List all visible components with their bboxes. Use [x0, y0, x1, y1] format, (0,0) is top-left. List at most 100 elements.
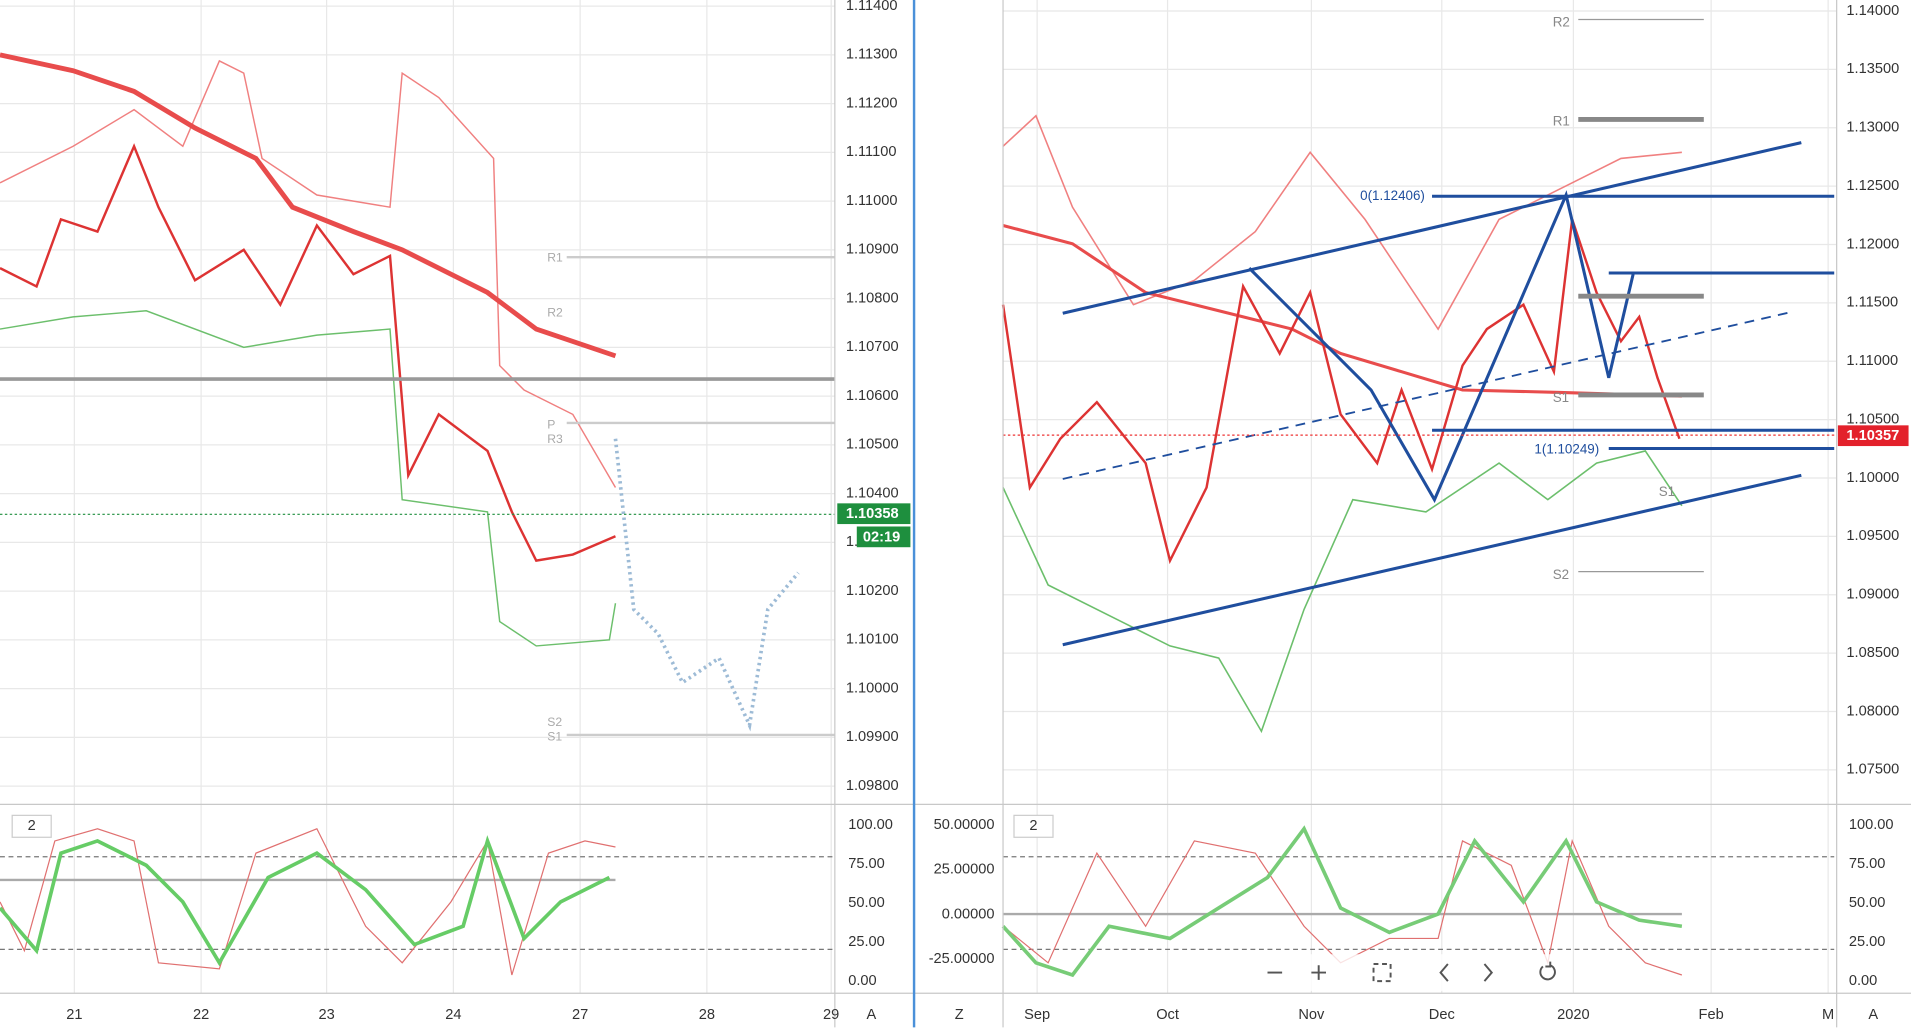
price-tick-label: 1.11000 — [1846, 353, 1898, 369]
time-tick-label: 23 — [318, 1007, 334, 1023]
osc-left-tick-label: 0.00000 — [942, 906, 995, 922]
pivot-label: S2 — [1553, 567, 1569, 582]
time-tick-label: M — [1822, 1007, 1834, 1023]
scroll-left[interactable] — [1439, 963, 1449, 982]
fib-label: 0(1.12406) — [1360, 188, 1425, 203]
price-tick-label: 1.09900 — [846, 729, 899, 745]
scroll-right[interactable] — [1483, 963, 1494, 982]
countdown-badge — [856, 526, 911, 548]
axis-corner: A — [867, 1007, 877, 1023]
pivot-label: S1 — [1659, 484, 1675, 499]
current-price: 1.10357 — [1846, 428, 1899, 444]
osc-tick-label: 25.00 — [848, 934, 885, 950]
price-tick-label: 1.07500 — [1846, 762, 1899, 778]
projection — [613, 438, 800, 732]
osc-legend: 2 — [1029, 818, 1037, 834]
price-tick-label: 1.09800 — [846, 778, 899, 794]
right-indicators — [1001, 18, 1835, 734]
price-tick-label: 1.12000 — [1846, 236, 1899, 252]
price-tick-label: 1.10800 — [846, 290, 899, 306]
osc-left-tick-label: 50.00000 — [934, 817, 995, 833]
osc-tick-label: 75.00 — [848, 856, 885, 872]
pivot-label: R2 — [547, 305, 563, 319]
oscillators — [0, 825, 1835, 978]
price-tick-label: 1.11400 — [846, 0, 898, 14]
pivot-label: R1 — [1553, 113, 1570, 128]
osc-tick-label: 0.00 — [848, 973, 876, 989]
price-tick-label: 1.08000 — [1846, 703, 1899, 719]
price-tick-label: 1.10000 — [1846, 470, 1899, 486]
reset-chart[interactable] — [1539, 961, 1556, 981]
time-tick-label: 22 — [193, 1007, 209, 1023]
price-tick-label: 1.11100 — [846, 144, 897, 160]
pattern-line — [1248, 190, 1635, 504]
axis-corner: Z — [955, 1007, 964, 1023]
price-tick-label: 1.13500 — [1846, 61, 1899, 77]
price-tick-label: 1.10500 — [846, 437, 899, 453]
price-tick-label: 1.11500 — [1846, 295, 1898, 311]
countdown: 02:19 — [863, 529, 900, 545]
price-line — [0, 143, 616, 562]
pivot-label: R3 — [547, 432, 563, 446]
price-badge — [837, 503, 911, 525]
moving-average — [1002, 223, 1682, 398]
price-tick-label: 1.11200 — [846, 95, 898, 111]
osc-signal — [1002, 838, 1683, 976]
pivot-label: R1 — [547, 251, 563, 265]
pivot-label: S1 — [1553, 390, 1569, 405]
legend-box — [1013, 814, 1054, 838]
price-tick-label: 1.10900 — [846, 242, 899, 258]
price-tick-label: 1.10400 — [846, 485, 899, 501]
osc-tick-label: 100.00 — [848, 817, 893, 833]
price-tick-label: 1.10000 — [846, 680, 899, 696]
reset-zoom[interactable] — [1372, 963, 1392, 983]
osc-tick-label: 0.00 — [1849, 973, 1877, 989]
time-tick-label: 28 — [699, 1007, 715, 1023]
price-tick-label: 1.10200 — [846, 583, 899, 599]
pivot-label: R2 — [1553, 15, 1570, 30]
time-tick-label: 29 — [823, 1007, 839, 1023]
time-tick-label: 24 — [445, 1007, 461, 1023]
time-tick-label: Oct — [1156, 1007, 1179, 1023]
price-tick-label: 1.14000 — [1846, 3, 1899, 19]
osc-left-tick-label: 25.00000 — [934, 862, 995, 878]
lower-band — [1002, 450, 1683, 734]
toolbar-bg — [1255, 954, 1573, 991]
toolbar — [1255, 954, 1573, 991]
moving-average — [0, 52, 617, 359]
price-tick-label: 1.11000 — [846, 193, 898, 209]
time-tick-label: 21 — [66, 1007, 82, 1023]
pivot-label: S1 — [547, 730, 562, 744]
time-tick-label: Feb — [1699, 1007, 1724, 1023]
osc-tick-label: 25.00 — [1849, 934, 1886, 950]
legend-box — [11, 814, 52, 838]
fib-label: 1(1.10249) — [1534, 441, 1599, 456]
channel-top — [1062, 141, 1802, 315]
osc-tick-label: 50.00 — [848, 895, 885, 911]
grid — [0, 0, 1837, 994]
time-tick-label: Sep — [1024, 1007, 1050, 1023]
axis-corner: A — [1868, 1007, 1878, 1023]
osc-left-tick-label: -25.00000 — [929, 951, 995, 967]
zoom-in[interactable] — [1311, 965, 1326, 980]
time-tick-label: Dec — [1429, 1007, 1455, 1023]
price-tick-label: 1.12500 — [1846, 178, 1899, 194]
price-tick-label: 1.09500 — [1846, 528, 1899, 544]
time-tick-label: 27 — [572, 1007, 588, 1023]
price-tick-label: 1.09000 — [1846, 587, 1899, 603]
left-indicators — [0, 52, 835, 737]
price-tick-label: 1.08500 — [1846, 645, 1899, 661]
price-badge — [1837, 425, 1909, 447]
time-tick-label: 2020 — [1557, 1007, 1590, 1023]
price-tick-label: 1.10500 — [1846, 411, 1899, 427]
price-tick-label: 1.10700 — [846, 339, 899, 355]
labels: 1.11400 1.11300 1.11200 1.11100 1.11000 1.109… — [11, 0, 1909, 1023]
osc-main — [0, 835, 611, 967]
price-tick-label: 1.11300 — [846, 47, 898, 63]
osc-tick-label: 100.00 — [1849, 817, 1894, 833]
osc-legend: 2 — [28, 818, 36, 834]
osc-main — [1001, 825, 1683, 978]
price-tick-label: 1.13000 — [1846, 120, 1899, 136]
